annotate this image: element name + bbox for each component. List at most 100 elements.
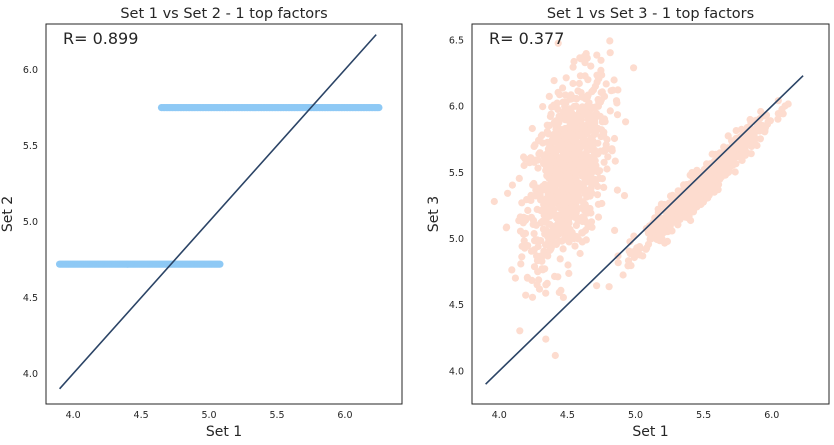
data-point xyxy=(756,135,765,143)
data-point xyxy=(559,98,567,106)
data-point xyxy=(570,197,578,205)
data-point xyxy=(756,127,764,135)
data-point xyxy=(543,279,551,287)
data-point xyxy=(581,217,589,225)
data-point xyxy=(604,153,612,161)
data-point xyxy=(576,186,584,194)
data-point xyxy=(571,167,579,175)
data-point xyxy=(559,245,567,253)
data-point xyxy=(541,230,549,238)
data-point xyxy=(544,252,552,260)
data-point xyxy=(569,63,577,71)
data-point xyxy=(534,156,542,164)
data-point xyxy=(710,175,718,184)
data-point xyxy=(613,186,622,194)
data-point xyxy=(597,96,606,104)
data-point xyxy=(609,86,617,94)
data-point xyxy=(536,191,544,199)
data-point xyxy=(564,236,572,244)
data-point xyxy=(685,212,693,220)
y-tick-label: 5.0 xyxy=(449,234,464,245)
data-point xyxy=(216,260,224,268)
data-point xyxy=(567,95,576,103)
data-point xyxy=(545,121,554,130)
data-point xyxy=(573,160,581,168)
data-point xyxy=(757,107,765,116)
axes-frame xyxy=(471,23,830,405)
data-point xyxy=(620,192,629,200)
data-point xyxy=(555,112,563,120)
data-point xyxy=(533,184,541,192)
data-point xyxy=(600,158,608,166)
data-point xyxy=(602,141,610,149)
data-point xyxy=(567,203,576,211)
data-point xyxy=(584,76,592,84)
y-tick-label: 4.5 xyxy=(23,293,38,304)
data-point xyxy=(528,124,536,133)
data-point xyxy=(552,240,561,248)
y-tick-label: 5.0 xyxy=(23,217,38,228)
data-point xyxy=(763,120,772,128)
data-point xyxy=(504,189,512,197)
data-point xyxy=(553,187,561,195)
data-point xyxy=(575,142,583,150)
data-point xyxy=(549,103,557,111)
data-point xyxy=(561,224,570,233)
x-tick-label: 6.0 xyxy=(764,410,779,421)
y-tick-label: 4.5 xyxy=(449,300,464,311)
data-point xyxy=(533,281,541,289)
data-point xyxy=(597,66,605,74)
data-point xyxy=(594,182,602,190)
data-point xyxy=(523,214,531,223)
data-point xyxy=(559,293,568,301)
data-point xyxy=(619,271,627,279)
data-point xyxy=(562,74,570,82)
data-point xyxy=(545,92,553,100)
data-point xyxy=(602,146,610,154)
data-point xyxy=(568,131,576,139)
data-point xyxy=(550,148,558,156)
data-point xyxy=(781,102,789,110)
data-point xyxy=(556,179,565,188)
data-point xyxy=(687,189,695,197)
data-point xyxy=(692,177,700,186)
data-point xyxy=(576,249,584,258)
data-point xyxy=(534,164,542,172)
data-point xyxy=(613,111,622,119)
data-point xyxy=(586,192,594,200)
data-point xyxy=(706,166,714,174)
data-point xyxy=(625,247,633,255)
data-point xyxy=(731,168,739,176)
data-point xyxy=(527,247,536,255)
data-point xyxy=(550,77,558,85)
data-point xyxy=(538,265,546,273)
data-point xyxy=(549,234,557,242)
data-point xyxy=(647,235,655,243)
data-point xyxy=(519,230,528,238)
data-point xyxy=(520,153,528,161)
y-tick-label: 6.5 xyxy=(449,35,464,46)
data-point xyxy=(654,209,662,217)
data-point xyxy=(742,136,750,144)
subplot-set1-vs-set3: 4.0 4.5 5.0 5.5 6.0 4.0 4.5 5.0 5.5 6.0 6.5 Set 1 v… xyxy=(426,6,830,440)
data-point xyxy=(686,180,694,188)
data-point xyxy=(611,157,619,165)
data-point xyxy=(579,159,587,167)
y-tick-label: 5.5 xyxy=(449,168,464,179)
data-point xyxy=(581,140,589,148)
data-point xyxy=(559,84,567,92)
data-point xyxy=(572,95,581,103)
data-point xyxy=(639,252,647,260)
data-point xyxy=(578,93,586,101)
data-point xyxy=(716,159,724,167)
data-point xyxy=(721,171,730,179)
data-point xyxy=(523,273,532,281)
data-point xyxy=(614,259,622,267)
data-point xyxy=(587,62,595,70)
data-point xyxy=(538,257,546,265)
data-point xyxy=(774,115,782,123)
data-point xyxy=(558,140,566,148)
data-point xyxy=(622,118,630,126)
data-point xyxy=(490,197,498,206)
data-point xyxy=(594,200,603,208)
